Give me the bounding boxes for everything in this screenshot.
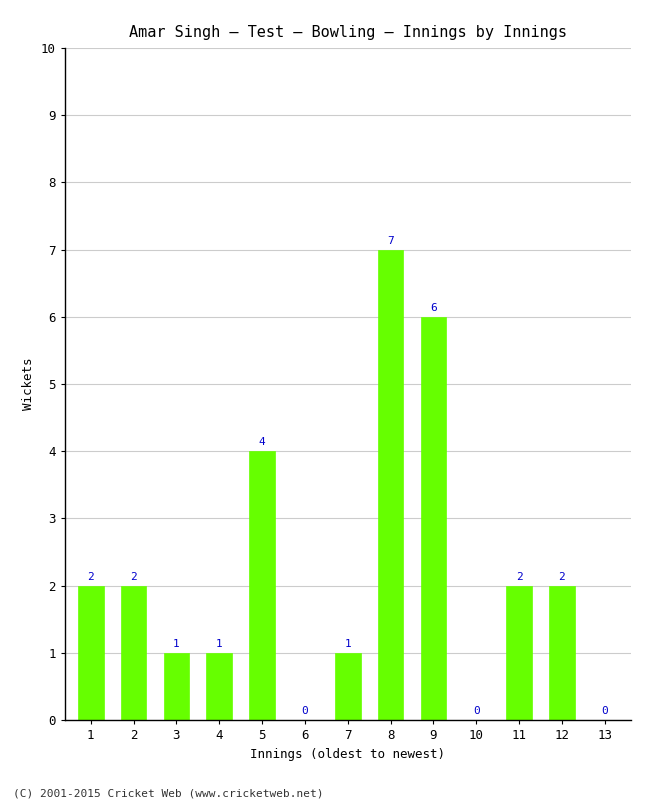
Text: 2: 2: [87, 571, 94, 582]
Bar: [421, 317, 447, 720]
Text: 1: 1: [344, 638, 351, 649]
Text: 1: 1: [216, 638, 222, 649]
Bar: [207, 653, 232, 720]
Text: 6: 6: [430, 302, 437, 313]
X-axis label: Innings (oldest to newest): Innings (oldest to newest): [250, 747, 445, 761]
Y-axis label: Wickets: Wickets: [22, 358, 35, 410]
Bar: [335, 653, 361, 720]
Text: 0: 0: [601, 706, 608, 716]
Text: 1: 1: [173, 638, 180, 649]
Bar: [164, 653, 189, 720]
Bar: [249, 451, 275, 720]
Text: 0: 0: [473, 706, 480, 716]
Bar: [121, 586, 146, 720]
Text: 2: 2: [130, 571, 137, 582]
Text: 0: 0: [302, 706, 308, 716]
Bar: [78, 586, 103, 720]
Text: (C) 2001-2015 Cricket Web (www.cricketweb.net): (C) 2001-2015 Cricket Web (www.cricketwe…: [13, 788, 324, 798]
Title: Amar Singh – Test – Bowling – Innings by Innings: Amar Singh – Test – Bowling – Innings by…: [129, 25, 567, 40]
Text: 2: 2: [515, 571, 523, 582]
Text: 7: 7: [387, 235, 394, 246]
Bar: [378, 250, 404, 720]
Bar: [549, 586, 575, 720]
Bar: [506, 586, 532, 720]
Text: 4: 4: [259, 437, 265, 447]
Text: 2: 2: [558, 571, 566, 582]
